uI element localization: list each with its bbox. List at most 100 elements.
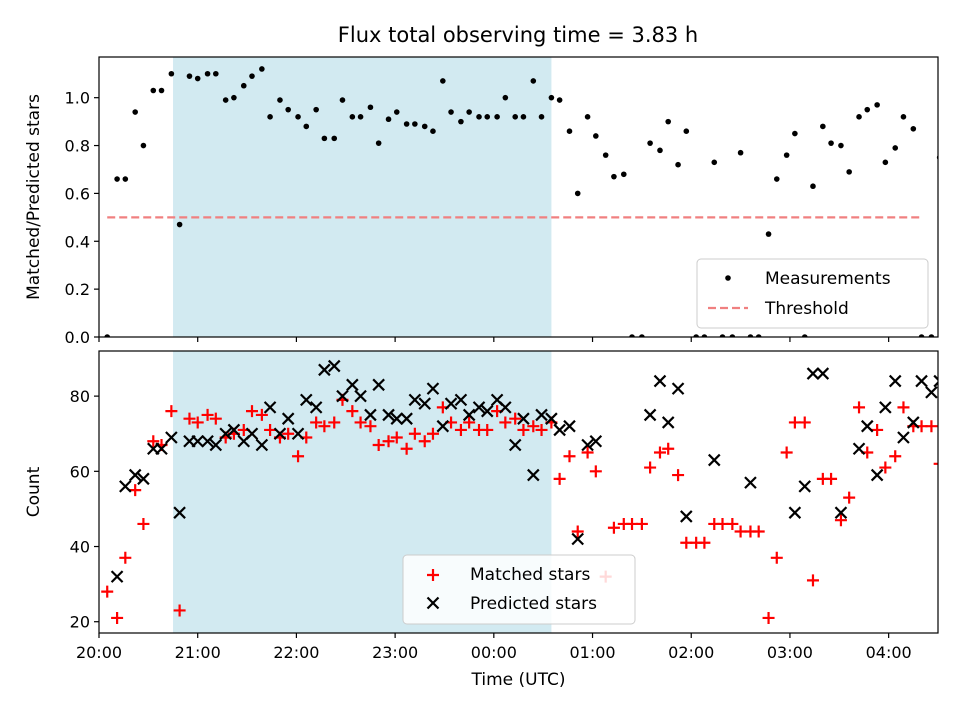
measurement-point	[186, 73, 193, 79]
matched-stars-point	[292, 450, 305, 463]
y-tick-label: 40	[70, 538, 90, 557]
matched-stars-point	[183, 412, 196, 425]
matched-stars-point	[853, 401, 866, 414]
predicted-stars-point	[852, 442, 866, 456]
measurement-point	[122, 176, 129, 182]
matched-stars-point	[390, 431, 403, 444]
measurement-point	[349, 114, 356, 120]
matched-stars-point	[770, 551, 783, 564]
x-tick-label: 00:00	[471, 643, 517, 662]
measurement-point	[719, 334, 726, 337]
matched-stars-point	[165, 405, 178, 418]
measurement-point	[168, 70, 175, 77]
predicted-stars-point	[798, 480, 812, 493]
measurement-point	[820, 123, 826, 130]
measurement-point	[846, 169, 852, 175]
measurement-point	[602, 152, 609, 158]
measurement-point	[566, 128, 573, 134]
x-tick-label: 01:00	[569, 643, 615, 662]
top-panel: 0.0 0.2 0.4 0.6 0.8 1.0 Matched/Predicted star…	[24, 56, 939, 347]
predicted-stars-point	[870, 468, 884, 482]
predicted-stars-point	[680, 510, 693, 523]
matched-stars-point	[825, 472, 838, 485]
measurement-point	[367, 104, 374, 111]
measurement-point	[249, 73, 255, 79]
matched-stars-point	[806, 574, 819, 587]
matched-stars-point	[933, 462, 938, 465]
measurement-point	[792, 130, 798, 137]
matched-stars-point	[644, 461, 657, 474]
matched-stars-point	[463, 416, 476, 429]
matched-stars-point	[129, 484, 142, 497]
matched-stars-point	[635, 517, 648, 530]
predicted-stars-point	[581, 438, 594, 452]
y-tick-label: 0.2	[65, 280, 90, 299]
predicted-stars-point	[915, 374, 928, 388]
matched-stars-point	[147, 435, 160, 448]
predicted-stars-point	[245, 427, 259, 440]
bottom-panel: 20 40 60 80 20:00 21:00 22:00 23:00 00:00 01:00 02…	[24, 350, 939, 690]
measurement-point	[693, 334, 699, 337]
predicted-stars-point	[418, 397, 432, 410]
measurement-point	[675, 161, 681, 168]
legend-label-threshold: Threshold	[764, 299, 849, 319]
measurement-point	[928, 334, 935, 337]
predicted-stars-point	[480, 404, 494, 418]
measurement-point	[918, 334, 925, 337]
predicted-stars-point	[535, 408, 548, 422]
figure-title: Flux total observing time = 3.83 h	[338, 23, 698, 47]
plot-area	[101, 359, 938, 624]
measurement-point	[331, 135, 338, 142]
measurement-point	[285, 106, 291, 113]
y-axis-label: Count	[24, 466, 44, 517]
measurement-point	[448, 109, 454, 115]
matched-stars-point	[318, 420, 331, 433]
measurement-point	[520, 114, 527, 120]
x-tick-label: 20:00	[76, 643, 122, 662]
matched-stars-point	[173, 604, 186, 617]
y-tick-label: 0.6	[65, 184, 90, 203]
predicted-stars-point	[119, 480, 132, 493]
measurement-point	[910, 125, 917, 132]
predicted-stars-point	[661, 416, 675, 429]
predicted-stars-point	[201, 434, 214, 448]
predicted-stars-point	[263, 401, 277, 414]
measurement-point	[313, 106, 319, 113]
measurement-point	[412, 121, 418, 127]
measurement-point	[176, 221, 183, 228]
measurement-point	[683, 128, 690, 134]
matched-stars-point	[581, 446, 594, 459]
y-tick-label: 0.8	[65, 137, 90, 156]
matched-stars-point	[897, 401, 910, 414]
predicted-stars-point	[444, 397, 458, 410]
measurement-point	[440, 78, 446, 84]
measurement-point	[629, 334, 635, 337]
matched-stars-point	[119, 551, 132, 564]
x-tick-label: 04:00	[866, 643, 912, 662]
predicted-stars-point	[653, 374, 667, 388]
predicted-stars-point	[707, 453, 721, 467]
measurement-point	[484, 114, 491, 120]
axes-frame	[98, 350, 939, 634]
measurement-point	[339, 97, 346, 103]
measurement-point	[494, 114, 500, 120]
matched-stars-point	[834, 514, 847, 527]
matched-stars-point	[201, 408, 214, 421]
measurement-point	[548, 94, 555, 101]
predicted-stars-point	[671, 382, 685, 395]
matched-stars-point	[780, 446, 793, 459]
matched-stars-point	[191, 416, 204, 429]
measurement-point	[104, 334, 111, 337]
measurement-point	[502, 94, 509, 101]
measurement-point	[458, 118, 464, 125]
measurement-point	[783, 152, 790, 158]
predicted-stars-point	[173, 506, 186, 519]
x-tick-label: 23:00	[372, 643, 418, 662]
measurement-point	[512, 114, 519, 120]
predicted-stars-point	[454, 393, 468, 407]
measurement-point	[213, 70, 219, 77]
predicted-stars-point	[834, 506, 848, 519]
measurement-point	[150, 87, 157, 94]
matched-stars-point	[282, 427, 295, 440]
measurement-point	[810, 183, 816, 190]
